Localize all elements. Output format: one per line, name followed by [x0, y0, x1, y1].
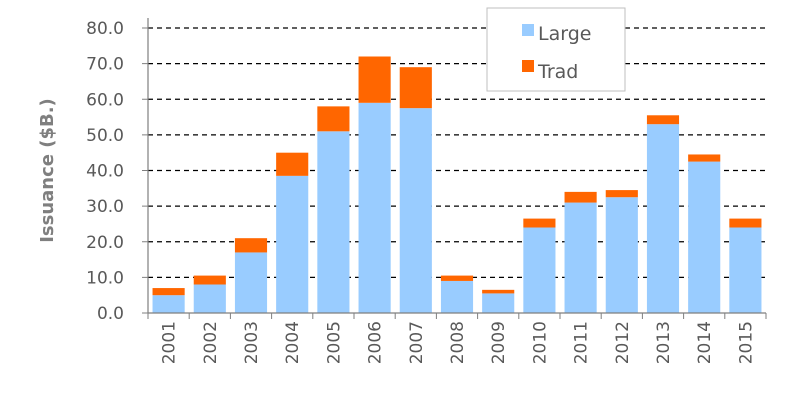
bars [152, 56, 762, 313]
y-tick-label: 30.0 [86, 197, 124, 217]
bar-large-2001 [152, 295, 185, 313]
bar-trad-2014 [688, 154, 721, 162]
x-tick-label: 2004 [283, 321, 303, 364]
legend-swatch-trad [522, 60, 534, 72]
x-tick-label: 2002 [201, 321, 221, 364]
x-tick-label: 2014 [695, 321, 715, 364]
x-tick-label: 2007 [407, 321, 427, 364]
y-tick-label: 60.0 [86, 90, 124, 110]
bar-large-2008 [440, 280, 474, 313]
y-tick-label: 0.0 [97, 304, 124, 324]
legend-label-trad: Trad [537, 61, 578, 83]
legend-box [486, 7, 626, 92]
x-tick-label: 2005 [324, 321, 344, 364]
bar-trad-2005 [317, 106, 350, 132]
bar-trad-2011 [564, 191, 597, 203]
bar-large-2009 [482, 293, 515, 313]
bar-large-2015 [729, 227, 762, 313]
x-tick-label: 2015 [736, 321, 756, 364]
x-tick-label: 2009 [489, 321, 509, 364]
y-tick-label: 20.0 [86, 233, 124, 253]
bar-large-2004 [276, 175, 309, 313]
bar-trad-2007 [399, 67, 432, 109]
bar-trad-2002 [193, 275, 226, 285]
legend-swatch-large [522, 24, 534, 36]
y-tick-label: 70.0 [86, 55, 124, 75]
bar-trad-2001 [152, 288, 185, 296]
bar-large-2007 [399, 108, 432, 313]
bar-trad-2015 [729, 218, 762, 228]
x-tick-label: 2006 [366, 321, 386, 364]
x-tick-label: 2011 [572, 321, 592, 364]
bar-large-2013 [646, 124, 680, 313]
x-tick-label: 2003 [242, 321, 262, 364]
y-tick-labels: 0.0 10.0 20.0 30.0 40.0 50.0 60.0 70.0 80.0 [86, 19, 148, 324]
bar-trad-2004 [276, 152, 309, 176]
bar-trad-2010 [523, 218, 556, 228]
legend: Large Trad [486, 7, 626, 92]
bar-large-2002 [193, 284, 226, 313]
x-tick-label: 2012 [613, 321, 633, 364]
bar-trad-2012 [605, 190, 638, 198]
x-tick-label: 2013 [654, 321, 674, 364]
bar-trad-2013 [646, 115, 680, 125]
y-tick-label: 40.0 [86, 162, 124, 182]
bar-large-2005 [317, 131, 350, 313]
bar-large-2010 [523, 227, 556, 313]
x-tick-label: 2001 [160, 321, 180, 364]
bar-large-2011 [564, 202, 597, 313]
bar-trad-2009 [482, 289, 515, 294]
y-tick-label: 10.0 [86, 268, 124, 288]
x-tick-label: 2010 [530, 321, 550, 364]
bar-large-2012 [605, 197, 638, 313]
bar-large-2006 [358, 102, 391, 313]
y-tick-label: 80.0 [86, 19, 124, 39]
bar-large-2014 [688, 161, 721, 313]
x-tick-label: 2008 [448, 321, 468, 364]
bar-trad-2006 [358, 56, 391, 103]
legend-label-large: Large [538, 23, 591, 45]
bar-large-2003 [234, 252, 268, 313]
y-tick-label: 50.0 [86, 126, 124, 146]
x-tick-labels: 2001 2002 2003 2004 2005 2006 2007 2008 2009 2010… [147, 313, 767, 364]
bar-trad-2008 [440, 275, 474, 281]
bar-trad-2003 [234, 238, 268, 253]
y-axis-label: Issuance ($B.) [37, 98, 58, 243]
